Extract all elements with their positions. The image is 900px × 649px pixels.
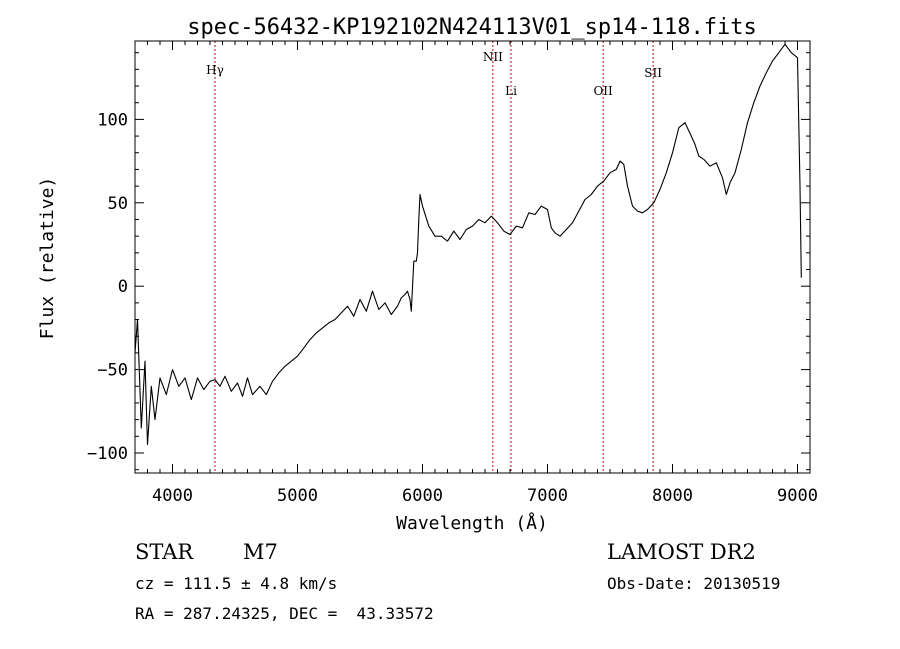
x-tick-label: 6000 [402, 486, 443, 506]
line-marker-label: SII [644, 66, 662, 80]
y-tick-label: −50 [97, 361, 128, 381]
object-subclass: M7 [243, 540, 278, 564]
line-markers: Hγ NII Li OII SII [206, 41, 662, 473]
y-tick-label: 0 [118, 277, 128, 297]
object-class: STAR [135, 540, 194, 564]
spectrum-line [134, 43, 802, 446]
x-tick-label: 9000 [777, 486, 818, 506]
line-marker-label: Hγ [206, 63, 224, 77]
x-tick-label: 7000 [527, 486, 568, 506]
plot-frame [134, 40, 811, 474]
y-axis-label: Flux (relative) [37, 177, 58, 340]
redshift-velocity: cz = 111.5 ± 4.8 km/s [135, 574, 338, 593]
y-tick-label: 50 [108, 194, 128, 214]
x-tick-label: 8000 [652, 486, 693, 506]
y-tick-label: −100 [87, 444, 128, 464]
x-axis-ticks: 4000 5000 6000 7000 8000 9000 [147, 41, 818, 506]
line-marker-label: OII [593, 84, 613, 98]
observation-date: Obs-Date: 20130519 [607, 574, 781, 593]
survey-name: LAMOST DR2 [607, 540, 756, 564]
line-marker-label: NII [483, 50, 503, 64]
coordinates: RA = 287.24325, DEC = 43.33572 [135, 604, 434, 623]
x-axis-label: Wavelength (Å) [396, 512, 548, 534]
x-tick-label: 5000 [277, 486, 318, 506]
y-tick-label: 100 [97, 110, 128, 130]
chart-title: spec-56432-KP192102N424113V01_sp14-118.f… [187, 15, 757, 40]
line-marker-label: Li [505, 84, 517, 98]
y-axis-ticks: −100 −50 0 50 100 [87, 52, 810, 471]
x-tick-label: 4000 [152, 486, 193, 506]
